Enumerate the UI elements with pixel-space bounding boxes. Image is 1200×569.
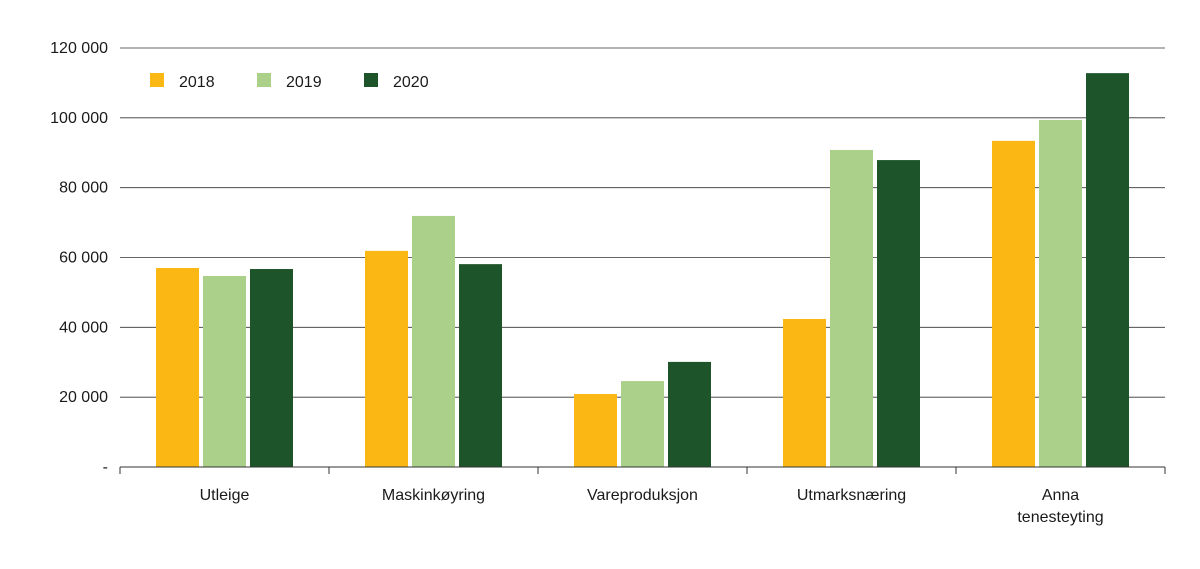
bar-2019 <box>412 215 455 467</box>
bar-2018 <box>992 140 1035 467</box>
legend-swatch-2019 <box>257 73 271 87</box>
bar-2020 <box>459 264 502 467</box>
x-tick-label: Utmarksnæring <box>797 487 906 504</box>
y-tick-label: 80 000 <box>59 180 108 197</box>
legend-label: 2019 <box>286 74 322 91</box>
gridlines <box>120 47 1165 398</box>
legend-label: 2020 <box>393 74 429 91</box>
bar-2019 <box>830 149 873 467</box>
y-tick-label: 40 000 <box>59 319 108 336</box>
bar-2020 <box>877 160 920 467</box>
bars <box>156 73 1129 467</box>
legend-swatch-2018 <box>150 73 164 87</box>
y-axis-ticks: - 20 000 40 000 60 000 80 000 100 000 120 000 <box>50 40 108 476</box>
bar-2018 <box>783 318 826 467</box>
y-tick-label: 60 000 <box>59 250 108 267</box>
bar-2018 <box>365 250 408 467</box>
x-tick-label: Vareproduksjon <box>587 487 698 504</box>
y-tick-label: 120 000 <box>50 40 108 57</box>
legend: 2018 2019 2020 <box>150 73 429 91</box>
y-tick-label: 20 000 <box>59 389 108 406</box>
x-tick-label: tenesteyting <box>1017 509 1103 526</box>
bar-2018 <box>156 267 199 467</box>
legend-label: 2018 <box>179 74 215 91</box>
bar-2019 <box>203 276 246 467</box>
legend-swatch-2020 <box>364 73 378 87</box>
x-axis: Utleige Maskinkøyring Vareproduksjon Utmark… <box>119 466 1166 526</box>
x-tick-label: Maskinkøyring <box>382 487 485 504</box>
bar-2020 <box>250 269 293 467</box>
bar-2018 <box>574 394 617 467</box>
bar-2019 <box>621 381 664 467</box>
x-tick-label: Utleige <box>200 487 250 504</box>
y-tick-label: 100 000 <box>50 110 108 127</box>
x-tick-label: Anna <box>1042 487 1079 504</box>
bar-2020 <box>1086 73 1129 467</box>
y-tick-label: - <box>103 459 108 476</box>
bar-2019 <box>1039 119 1082 467</box>
bar-2020 <box>668 361 711 467</box>
